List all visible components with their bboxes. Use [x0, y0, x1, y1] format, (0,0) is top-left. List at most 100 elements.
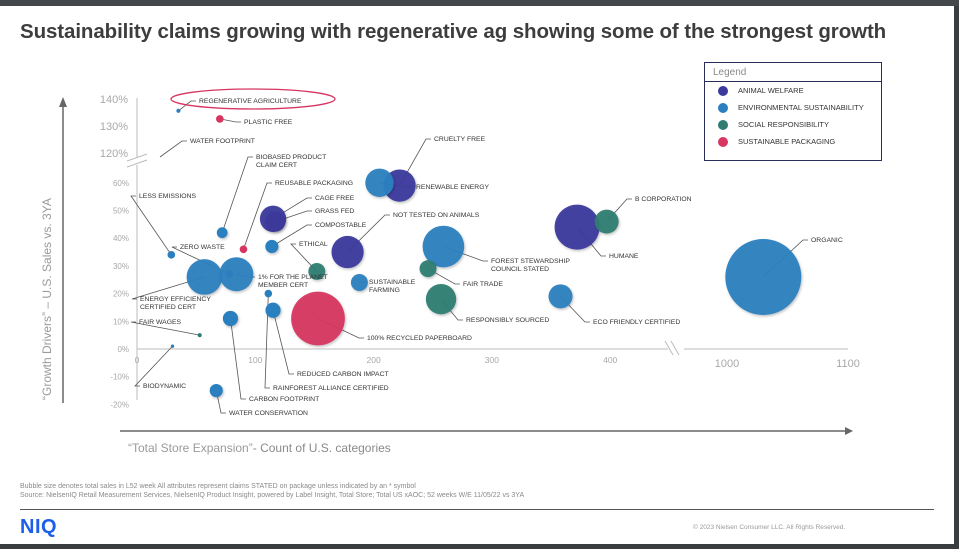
x-tick-label: 1000 [715, 358, 739, 370]
bubble [216, 115, 224, 123]
niq-logo: NIQ [20, 516, 58, 538]
bubble-label: CRUELTY FREE [434, 136, 486, 143]
x-axis-arrowhead [845, 427, 853, 435]
y-axis-break-mark [126, 159, 148, 168]
bubble [265, 211, 286, 232]
y-axis-break-mark [126, 153, 148, 162]
legend-item-social-responsibility: SOCIAL RESPONSIBILITY [705, 116, 881, 133]
bubble [554, 204, 600, 250]
legend-label: ANIMAL WELFARE [738, 86, 804, 95]
bubble-label: BIODYNAMIC [143, 383, 186, 390]
x-tick-label: 1100 [836, 358, 860, 370]
footer-divider [20, 509, 934, 510]
bubble-label: BIOBASED PRODUCT [256, 154, 326, 161]
bubble [419, 260, 437, 278]
leader-line [272, 310, 294, 375]
bubble-label: COMPOSTABLE [315, 222, 367, 229]
bubble-label: REDUCED CARBON IMPACT [297, 371, 389, 378]
bubble-label: WATER FOOTPRINT [190, 138, 255, 145]
bubble-label: RAINFOREST ALLIANCE CERTIFIED [273, 385, 389, 392]
bubble-label: CLAIM CERT [256, 162, 297, 169]
bubble-label: RESPONSIBLY SOURCED [466, 317, 549, 324]
y-tick-label: -20% [110, 400, 129, 409]
y-axis-arrowhead [59, 97, 67, 107]
legend-title: Legend [705, 63, 881, 82]
y-tick-label: -10% [110, 373, 129, 382]
bubble-label: CARBON FOOTPRINT [249, 396, 319, 403]
bubble-label: PLASTIC FREE [244, 119, 293, 126]
bubble [422, 225, 465, 268]
y-tick-label: 30% [113, 262, 129, 271]
leader-line [290, 243, 318, 272]
bubble-label: ORGANIC [811, 237, 843, 244]
x-tick-label: 200 [367, 355, 381, 365]
x-axis-title-quote: “Total Store Expansion” [128, 441, 253, 455]
bubble-label: LESS EMISSIONS [139, 193, 197, 200]
y-tick-label: 60% [113, 179, 129, 188]
x-axis-break-mark [670, 340, 680, 356]
leader-line [271, 224, 312, 247]
bubble [176, 108, 181, 113]
leader-line [159, 140, 187, 158]
x-tick-label: 100 [248, 355, 262, 365]
bubble-label: SUSTAINABLE [369, 279, 416, 286]
leader-line [219, 118, 241, 123]
window-top-bar [0, 0, 959, 6]
bubble-label: MEMBER CERT [258, 282, 308, 289]
leader-line [215, 390, 226, 414]
bubble-label: 1% FOR THE PLANET [258, 274, 328, 281]
legend-item-environmental-sustainability: ENVIRONMENTAL SUSTAINABILITY [705, 99, 881, 116]
leader-line [399, 138, 431, 186]
bubble-label: REUSABLE PACKAGING [275, 180, 353, 187]
bubble-label: GRASS FED [315, 208, 354, 215]
legend: Legend ANIMAL WELFARE ENVIRONMENTAL SUST… [704, 62, 882, 161]
legend-label: SUSTAINABLE PACKAGING [738, 137, 836, 146]
legend-item-animal-welfare: ANIMAL WELFARE [705, 82, 881, 99]
leader-line [221, 156, 253, 233]
bubble [265, 239, 279, 254]
bubble [264, 289, 273, 298]
bubble [197, 333, 202, 338]
bubble [594, 209, 619, 234]
bubble-label: FAIR WAGES [139, 319, 182, 326]
y-tick-label: 140% [100, 94, 128, 106]
bubble [222, 310, 239, 327]
x-axis-title-rest: - Count of U.S. categories [252, 441, 391, 455]
bubble [725, 238, 802, 315]
y-axis-title: “Growth Drivers” – U.S. Sales vs. 3YA [40, 198, 54, 400]
legend-label: SOCIAL RESPONSIBILITY [738, 120, 829, 129]
highlight-ellipse [170, 88, 336, 110]
bubble-label: CAGE FREE [315, 195, 355, 202]
y-tick-label: 20% [113, 290, 129, 299]
y-tick-label: 40% [113, 234, 129, 243]
bubble [219, 257, 254, 292]
leader-line [264, 293, 270, 389]
leader-line [427, 268, 460, 285]
bubble-label: B CORPORATION [635, 196, 692, 203]
bubble-label: FOREST STEWARDSHIP [491, 258, 570, 265]
bubble [239, 245, 248, 254]
bubble-label: HUMANE [609, 253, 639, 260]
legend-dot-icon [718, 102, 728, 113]
leader-line [134, 345, 173, 387]
x-tick-label: 300 [485, 355, 499, 365]
x-axis-title: “Total Store Expansion”- Count of U.S. c… [128, 441, 391, 455]
leader-line [178, 100, 196, 112]
leader-line [230, 318, 246, 400]
bubble-label: REGENERATIVE AGRICULTURE [199, 98, 302, 105]
bubble [308, 262, 326, 280]
bubble [548, 284, 573, 309]
bubble [170, 344, 175, 348]
bubble-label: ECO FRIENDLY CERTIFIED [593, 319, 680, 326]
x-axis-break-mark [664, 340, 674, 356]
leader-line [272, 197, 312, 220]
bubble-label: NOT TESTED ON ANIMALS [393, 212, 480, 219]
bubble [291, 291, 345, 346]
bubble [331, 235, 364, 269]
bubble-label: ZERO WASTE [180, 244, 225, 251]
leader-line [347, 214, 390, 253]
x-tick-label: 400 [603, 355, 617, 365]
y-tick-label: 120% [100, 148, 128, 160]
legend-dot-icon [718, 136, 728, 147]
